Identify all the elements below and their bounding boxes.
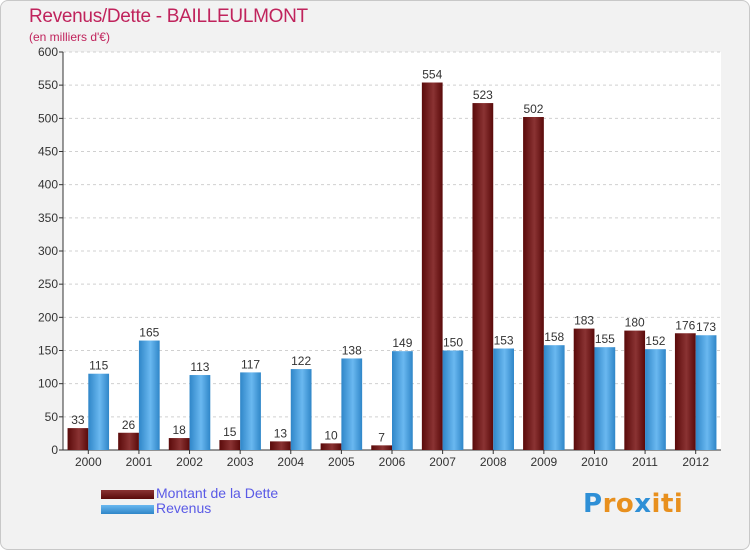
- y-tick-label: 500: [38, 111, 58, 125]
- y-tick-label: 200: [38, 310, 58, 324]
- data-label: 33: [71, 413, 85, 427]
- bar-dette: [219, 440, 241, 450]
- bar-revenus: [138, 340, 160, 450]
- bar-revenus: [290, 369, 312, 450]
- data-label: 18: [172, 423, 186, 437]
- logo-letter: x: [634, 489, 652, 519]
- data-label: 149: [392, 336, 412, 350]
- logo-letter: o: [615, 489, 635, 519]
- data-label: 180: [625, 316, 645, 330]
- bar-dette: [371, 445, 392, 450]
- x-tick-label: 2009: [530, 455, 557, 469]
- x-tick-label: 2004: [277, 455, 304, 469]
- bar-revenus: [341, 358, 363, 450]
- data-label: 122: [291, 354, 311, 368]
- data-label: 165: [139, 326, 159, 340]
- x-tick-label: 2001: [126, 455, 153, 469]
- x-tick-label: 2011: [632, 455, 658, 469]
- bar-dette: [523, 117, 544, 451]
- data-label: 7: [378, 430, 385, 444]
- y-tick-label: 300: [38, 244, 58, 258]
- data-label: 10: [324, 428, 338, 442]
- x-tick-label: 2002: [176, 455, 203, 469]
- data-label: 176: [675, 318, 695, 332]
- data-label: 26: [122, 418, 136, 432]
- bar-revenus: [695, 335, 717, 450]
- logo-letter: P: [583, 489, 603, 519]
- data-label: 173: [696, 320, 716, 334]
- y-tick-label: 0: [51, 443, 58, 457]
- data-label: 502: [523, 102, 543, 116]
- data-label: 554: [422, 68, 442, 82]
- bar-dette: [320, 443, 342, 450]
- bar-revenus: [442, 350, 464, 450]
- bar-dette: [168, 438, 190, 450]
- bar-dette: [118, 432, 139, 450]
- y-tick-label: 600: [38, 45, 58, 59]
- x-tick-label: 2003: [227, 455, 254, 469]
- bar-revenus: [594, 347, 616, 450]
- y-tick-label: 400: [38, 178, 58, 192]
- bar-revenus: [645, 349, 666, 450]
- x-tick-label: 2010: [581, 455, 608, 469]
- chart-title: Revenus/Dette - BAILLEULMONT: [29, 6, 308, 27]
- data-label: 523: [473, 88, 493, 102]
- logo-letter: r: [602, 489, 616, 519]
- bar-dette: [270, 441, 291, 450]
- y-tick-label: 100: [38, 377, 58, 391]
- data-label: 117: [241, 357, 260, 371]
- legend-label-revenus: Revenus: [156, 500, 212, 516]
- bar-revenus: [189, 375, 211, 450]
- data-label: 115: [89, 359, 108, 373]
- bar-dette: [421, 82, 443, 450]
- x-tick-label: 2000: [75, 455, 102, 469]
- bar-dette: [67, 428, 89, 450]
- data-label: 152: [645, 334, 665, 348]
- logo-letter: t: [660, 489, 674, 519]
- y-tick-label: 50: [45, 410, 59, 424]
- bar-dette: [674, 333, 696, 450]
- data-label: 150: [443, 336, 463, 350]
- y-tick-label: 450: [38, 145, 58, 159]
- bar-dette: [472, 103, 494, 451]
- bar-revenus: [493, 348, 514, 450]
- x-tick-label: 2012: [682, 455, 709, 469]
- x-tick-label: 2007: [429, 455, 456, 469]
- data-label: 13: [274, 426, 288, 440]
- data-label: 138: [342, 343, 362, 357]
- bar-revenus: [543, 345, 565, 450]
- legend-swatch-revenus: [101, 505, 154, 514]
- data-label: 183: [574, 314, 594, 328]
- bar-dette: [573, 328, 595, 450]
- data-label: 155: [595, 332, 615, 346]
- x-tick-label: 2008: [480, 455, 507, 469]
- data-label: 153: [494, 334, 514, 348]
- y-tick-label: 150: [38, 344, 58, 358]
- legend-swatch-dette: [101, 490, 154, 499]
- x-tick-label: 2006: [379, 455, 406, 469]
- bar-revenus: [392, 351, 413, 450]
- data-label: 15: [223, 425, 237, 439]
- chart-subtitle: (en milliers d'€): [29, 30, 110, 44]
- legend-label-dette: Montant de la Dette: [156, 485, 279, 501]
- y-tick-label: 550: [38, 78, 58, 92]
- logo-letter: i: [673, 489, 684, 519]
- y-tick-label: 350: [38, 211, 58, 225]
- proxiti-logo: Proxiti: [583, 489, 683, 519]
- x-tick-label: 2005: [328, 455, 355, 469]
- bar-revenus: [240, 372, 261, 450]
- logo-letter: i: [651, 489, 661, 519]
- y-tick-label: 250: [38, 277, 58, 291]
- data-label: 158: [544, 330, 564, 344]
- bar-dette: [624, 330, 646, 450]
- bar-revenus: [88, 373, 110, 450]
- data-label: 113: [190, 360, 209, 374]
